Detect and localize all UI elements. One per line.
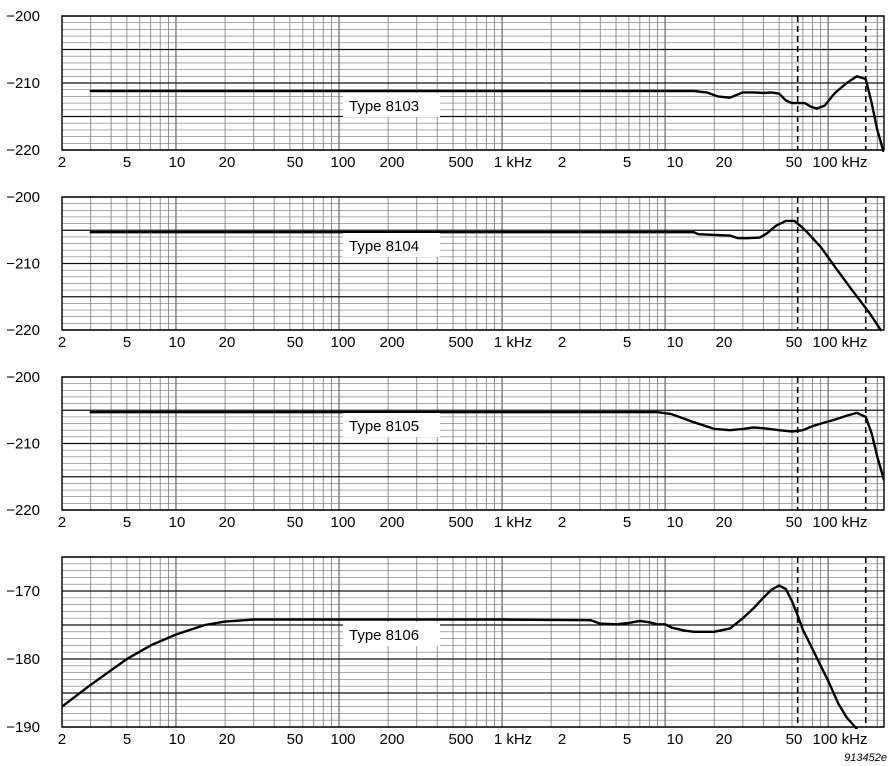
- chart-panel-3: −200 −210 −220 2 5 10 20 50 100 200 500 1 kHz 2 5 10 20…: [6, 369, 885, 531]
- annotation-bg: [343, 413, 440, 437]
- x-tick-label: 2: [58, 514, 66, 531]
- annotation-bg: [343, 233, 440, 257]
- x-tick-label: 500: [448, 154, 473, 171]
- x-tick-label: 1 kHz: [494, 731, 532, 748]
- x-tick-label: 2: [558, 731, 566, 748]
- figure-id: 913452e: [844, 752, 887, 764]
- response-curve: [62, 584, 859, 729]
- x-tick-label: 100 kHz: [812, 334, 867, 351]
- series-annotation: Type 8106: [349, 627, 419, 644]
- response-curve: [89, 219, 882, 332]
- grid-horizontal: [62, 196, 884, 331]
- x-tick-label: 2: [58, 731, 66, 748]
- series-annotation: Type 8104: [349, 238, 419, 255]
- x-tick-label: 100: [330, 154, 355, 171]
- response-curve: [89, 75, 884, 152]
- y-tick-label: −180: [6, 651, 40, 668]
- y-tick-label: −210: [6, 436, 40, 453]
- x-tick-label: 10: [667, 731, 684, 748]
- x-tick-label: 10: [169, 334, 186, 351]
- x-tick-label: 200: [379, 334, 404, 351]
- x-tick-label: 20: [716, 731, 733, 748]
- response-curve: [89, 411, 884, 482]
- x-tick-label: 20: [716, 334, 733, 351]
- x-tick-label: 50: [287, 154, 304, 171]
- y-tick-label: −190: [6, 719, 40, 736]
- x-tick-label: 5: [623, 514, 631, 531]
- annotation-bg: [343, 622, 440, 646]
- x-tick-label: 20: [716, 154, 733, 171]
- x-tick-label: 10: [667, 514, 684, 531]
- x-tick-label: 50: [786, 154, 803, 171]
- x-tick-label: 100: [330, 731, 355, 748]
- x-tick-label: 1 kHz: [494, 154, 532, 171]
- y-tick-label: −220: [6, 502, 40, 519]
- x-tick-label: 20: [219, 334, 236, 351]
- x-tick-label: 2: [558, 514, 566, 531]
- series-annotation: Type 8103: [349, 98, 419, 115]
- x-tick-label: 20: [219, 514, 236, 531]
- x-tick-label: 2: [58, 334, 66, 351]
- grid-horizontal: [62, 15, 884, 151]
- y-tick-label: −170: [6, 583, 40, 600]
- y-tick-label: −200: [6, 189, 40, 206]
- series-annotation: Type 8105: [349, 418, 419, 435]
- plot-frame: [61, 376, 885, 511]
- x-tick-label: 50: [287, 514, 304, 531]
- x-tick-label: 100 kHz: [812, 514, 867, 531]
- x-tick-label: 100: [330, 334, 355, 351]
- y-tick-label: −200: [6, 369, 40, 386]
- x-tick-label: 5: [623, 154, 631, 171]
- x-tick-label: 20: [716, 514, 733, 531]
- y-tick-label: −210: [6, 256, 40, 273]
- x-tick-label: 10: [169, 731, 186, 748]
- x-tick-label: 200: [379, 731, 404, 748]
- x-tick-label: 5: [623, 731, 631, 748]
- x-tick-label: 10: [667, 334, 684, 351]
- x-tick-label: 2: [558, 334, 566, 351]
- x-tick-label: 500: [448, 334, 473, 351]
- x-tick-label: 2: [558, 154, 566, 171]
- x-tick-label: 20: [219, 731, 236, 748]
- y-tick-label: −210: [6, 75, 40, 92]
- x-tick-label: 50: [786, 334, 803, 351]
- plot-frame: [61, 196, 885, 331]
- x-tick-label: 200: [379, 154, 404, 171]
- x-tick-label: 2: [58, 154, 66, 171]
- x-tick-label: 10: [169, 154, 186, 171]
- x-tick-label: 50: [786, 731, 803, 748]
- grid-vertical: [61, 557, 878, 727]
- grid-horizontal: [62, 556, 884, 728]
- x-tick-label: 100: [330, 514, 355, 531]
- chart-panel-1: −200 −210 −220 2 5 10 20 50 100 200 500 1 kHz 2 5 10 20…: [6, 8, 885, 171]
- x-tick-label: 5: [123, 154, 131, 171]
- x-tick-label: 50: [786, 514, 803, 531]
- annotation-bg: [343, 93, 440, 117]
- x-tick-label: 5: [123, 731, 131, 748]
- plot-frame: [61, 15, 885, 151]
- x-tick-label: 200: [379, 514, 404, 531]
- chart-panel-2: −200 −210 −220 2 5 10 20 50 100 200 500 1 kHz 2 5 10 20…: [6, 189, 885, 351]
- plot-frame: [61, 556, 885, 728]
- y-tick-label: −220: [6, 322, 40, 339]
- chart-panel-4: −170 −180 −190 2 5 10 20 50 100 200 500 1 kHz 2 5 10 20…: [6, 556, 885, 748]
- grid-horizontal: [62, 376, 884, 511]
- x-tick-label: 20: [219, 154, 236, 171]
- x-tick-label: 500: [448, 514, 473, 531]
- x-tick-label: 5: [123, 514, 131, 531]
- x-tick-label: 10: [169, 514, 186, 531]
- x-tick-label: 100 kHz: [812, 731, 867, 748]
- x-tick-label: 10: [667, 154, 684, 171]
- x-tick-label: 5: [623, 334, 631, 351]
- x-tick-label: 50: [287, 334, 304, 351]
- y-tick-label: −220: [6, 142, 40, 159]
- y-tick-label: −200: [6, 8, 40, 25]
- x-tick-label: 1 kHz: [494, 334, 532, 351]
- x-tick-label: 500: [448, 731, 473, 748]
- x-tick-label: 50: [287, 731, 304, 748]
- x-tick-label: 5: [123, 334, 131, 351]
- x-tick-label: 100 kHz: [812, 154, 867, 171]
- x-tick-label: 1 kHz: [494, 514, 532, 531]
